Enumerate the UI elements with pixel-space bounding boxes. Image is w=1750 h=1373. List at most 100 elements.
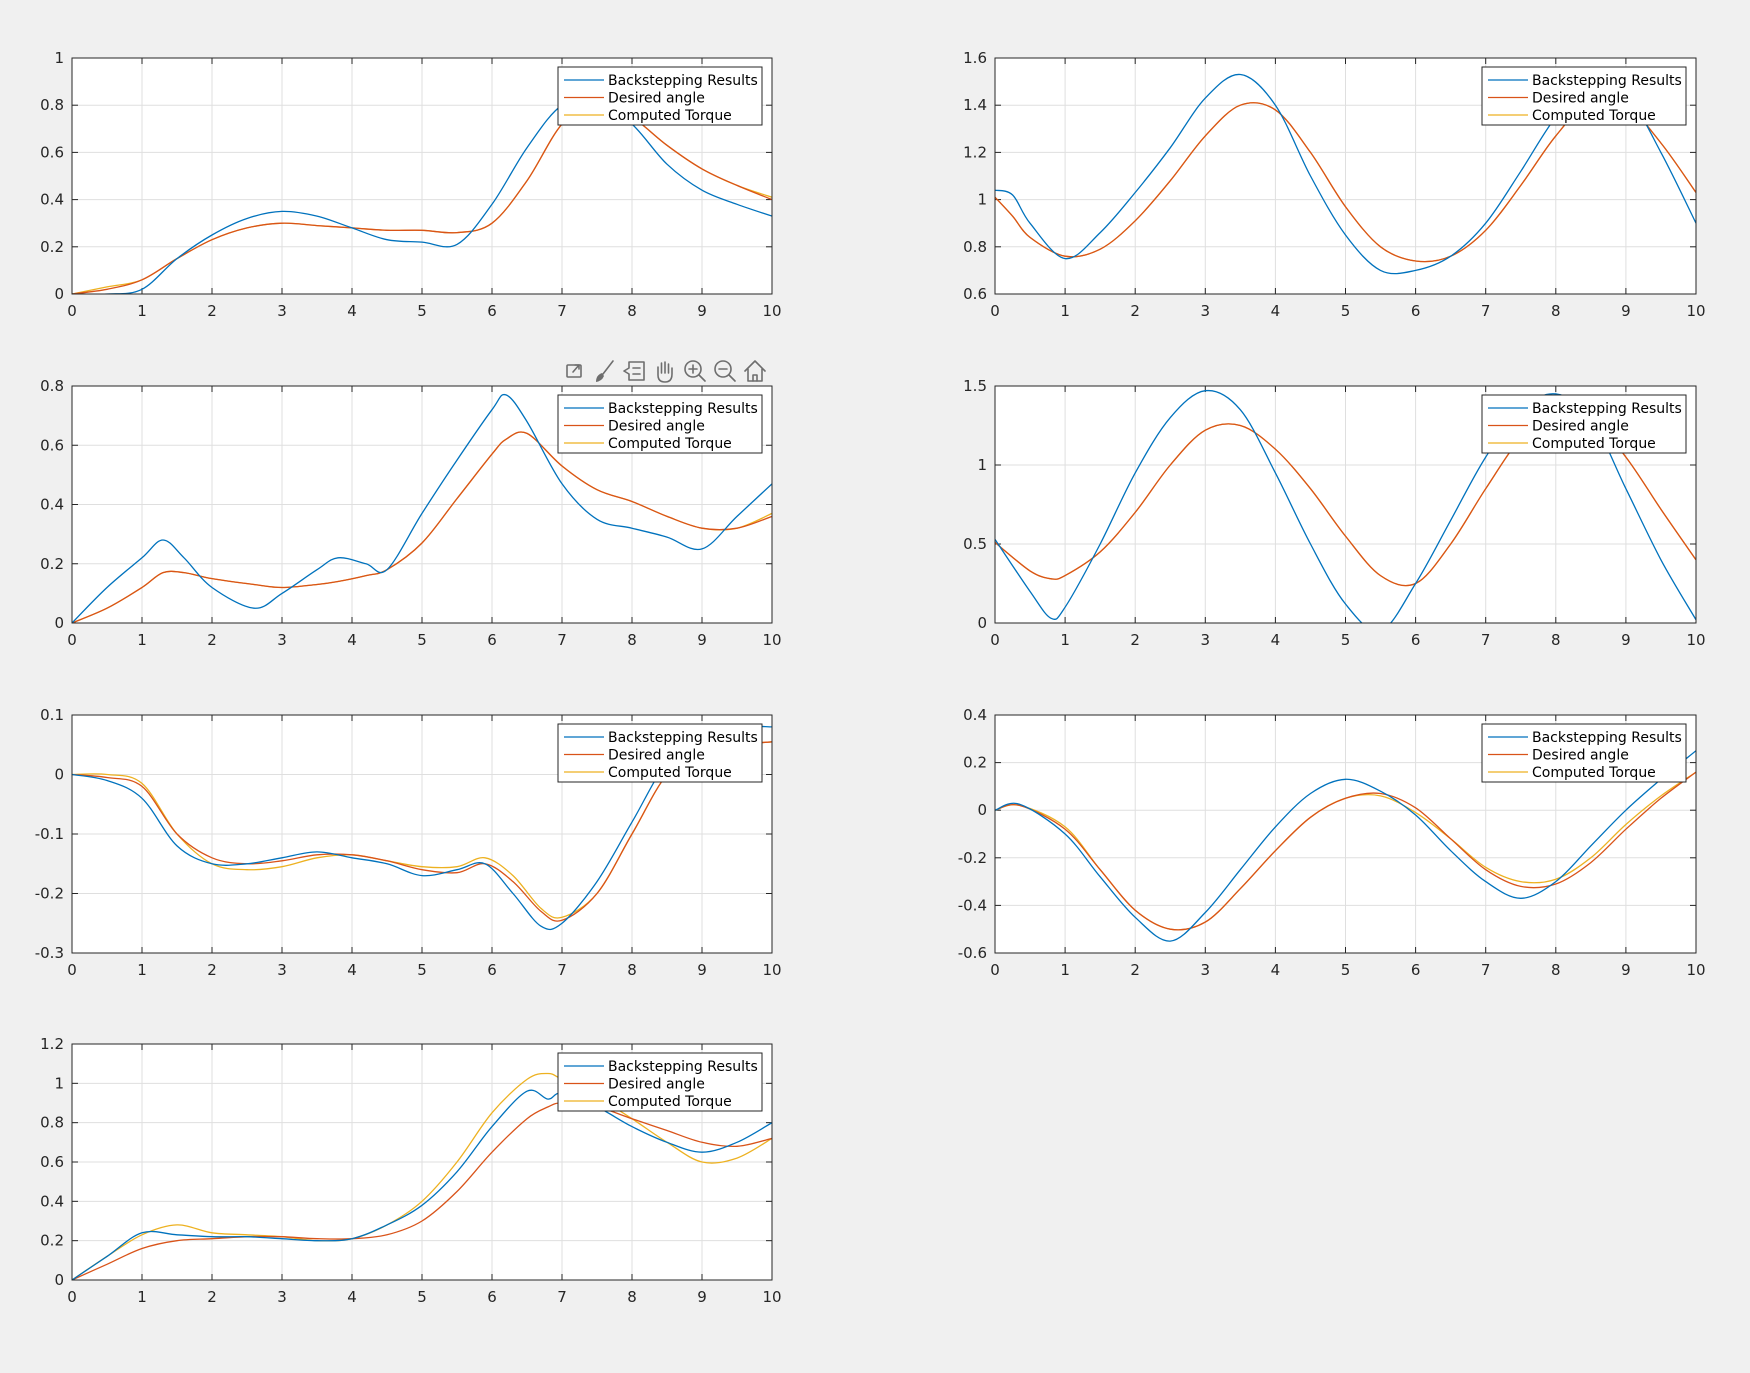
x-tick-label: 4 xyxy=(347,1288,357,1306)
x-tick-label: 4 xyxy=(1271,961,1281,979)
y-tick-label: 1.2 xyxy=(40,1035,64,1053)
y-tick-label: 1.4 xyxy=(963,96,987,114)
zoom-out-icon[interactable] xyxy=(714,360,736,382)
x-tick-label: 10 xyxy=(1686,961,1705,979)
x-tick-label: 2 xyxy=(1130,961,1140,979)
series-line-desired-angle[interactable] xyxy=(72,1102,772,1280)
legend-label: Computed Torque xyxy=(608,1094,732,1110)
series-line-backstepping-results[interactable] xyxy=(995,750,1696,942)
x-tick-label: 6 xyxy=(487,302,497,320)
y-tick-label: 0.2 xyxy=(40,555,64,573)
legend-label: Computed Torque xyxy=(608,765,732,781)
x-tick-label: 4 xyxy=(1271,302,1281,320)
legend[interactable]: Backstepping Results Desired angleCompute… xyxy=(557,394,763,454)
x-tick-label: 4 xyxy=(347,961,357,979)
y-tick-label: 1.5 xyxy=(963,377,987,395)
x-tick-label: 3 xyxy=(277,961,287,979)
subplot-1[interactable]: 0 1 2 3 4 5 6 7 8 9 10 0 0.2 0.4 0.6 0.8 1 Backstepping R… xyxy=(40,49,781,320)
x-tick-label: 9 xyxy=(1621,631,1631,649)
legend[interactable]: Backstepping Results Desired angleCompute… xyxy=(1481,723,1687,783)
subplot-2[interactable]: 0 1 2 3 4 5 6 7 8 9 10 0.6 0.8 1 1.2 1.4 1.6 Backstepping… xyxy=(963,49,1705,320)
export-icon[interactable] xyxy=(566,364,582,378)
x-tick-label: 4 xyxy=(1271,631,1281,649)
axes-frame xyxy=(994,385,1697,624)
x-tick-label: 3 xyxy=(1201,302,1211,320)
subplot-6[interactable]: 0 1 2 3 4 5 6 7 8 9 10 -0.6 -0.4 -0.2 0 0.2 0.4 Backstepp… xyxy=(958,706,1706,979)
y-tick-label: 0 xyxy=(977,614,987,632)
x-tick-label: 8 xyxy=(627,1288,637,1306)
series-line-backstepping-results[interactable] xyxy=(72,1089,772,1280)
y-tick-label: 0.8 xyxy=(40,1114,64,1132)
x-tick-label: 5 xyxy=(417,1288,427,1306)
legend-label: Desired angle xyxy=(608,419,705,435)
y-tick-label: 0.6 xyxy=(40,436,64,454)
x-tick-label: 3 xyxy=(277,302,287,320)
x-tick-label: 10 xyxy=(1686,302,1705,320)
x-tick-label: 7 xyxy=(1481,302,1491,320)
x-tick-label: 2 xyxy=(1130,631,1140,649)
x-tick-label: 3 xyxy=(1201,961,1211,979)
x-tick-label: 1 xyxy=(137,302,147,320)
subplot-3[interactable]: 0 1 2 3 4 5 6 7 8 9 10 0 0.2 0.4 0.6 0.8 Backstepping Re… xyxy=(40,377,781,649)
x-tick-label: 2 xyxy=(207,961,217,979)
y-tick-label: 0.2 xyxy=(40,1232,64,1250)
x-tick-label: 3 xyxy=(277,1288,287,1306)
y-tick-label: 1 xyxy=(977,191,987,209)
y-tick-label: 0 xyxy=(977,801,987,819)
x-tick-label: 6 xyxy=(487,961,497,979)
x-tick-label: 0 xyxy=(67,631,77,649)
series-line-backstepping-results[interactable] xyxy=(72,393,772,623)
x-tick-label: 5 xyxy=(1341,302,1351,320)
legend[interactable]: Backstepping Results Desired angleCompute… xyxy=(557,723,763,783)
series-line-backstepping-results[interactable] xyxy=(72,97,772,294)
home-icon[interactable] xyxy=(744,360,766,382)
brush-icon[interactable] xyxy=(596,360,614,382)
y-tick-label: -0.1 xyxy=(35,825,64,843)
axes-frame xyxy=(994,714,1697,954)
series-line-desired-angle[interactable] xyxy=(72,99,772,294)
x-tick-label: 5 xyxy=(417,302,427,320)
legend-label: Desired angle xyxy=(608,91,705,107)
legend[interactable]: Backstepping Results Desired angleCompute… xyxy=(1481,66,1687,126)
x-tick-label: 4 xyxy=(347,302,357,320)
x-tick-label: 1 xyxy=(137,1288,147,1306)
legend-label: Desired angle xyxy=(1532,748,1629,764)
legend[interactable]: Backstepping Results Desired angleCompute… xyxy=(557,1052,763,1112)
x-tick-label: 1 xyxy=(1060,631,1070,649)
x-tick-label: 0 xyxy=(990,961,1000,979)
y-tick-label: 1.6 xyxy=(963,49,987,67)
y-tick-label: -0.4 xyxy=(958,896,987,914)
x-tick-label: 6 xyxy=(1411,631,1421,649)
x-tick-label: 10 xyxy=(762,302,781,320)
x-tick-label: 0 xyxy=(990,302,1000,320)
legend-label: Computed Torque xyxy=(1532,436,1656,452)
pan-icon[interactable] xyxy=(657,361,673,383)
series-line-desired-angle[interactable] xyxy=(995,771,1696,931)
y-tick-label: 0.4 xyxy=(40,496,64,514)
legend-label: Backstepping Results xyxy=(1532,73,1682,89)
x-tick-label: 9 xyxy=(697,961,707,979)
x-tick-label: 2 xyxy=(207,1288,217,1306)
x-tick-label: 6 xyxy=(1411,961,1421,979)
legend-label: Desired angle xyxy=(608,748,705,764)
axes-frame xyxy=(71,385,773,624)
x-tick-label: 5 xyxy=(1341,961,1351,979)
x-tick-label: 2 xyxy=(1130,302,1140,320)
legend[interactable]: Backstepping Results Desired angleCompute… xyxy=(1481,394,1687,454)
y-tick-label: 1 xyxy=(977,456,987,474)
subplot-4[interactable]: 0 1 2 3 4 5 6 7 8 9 10 0 0.5 1 1.5 Backstepping Results… xyxy=(963,377,1705,649)
y-tick-label: 0 xyxy=(54,766,64,784)
series-line-desired-angle[interactable] xyxy=(72,431,772,623)
subplot-5[interactable]: 0 1 2 3 4 5 6 7 8 9 10 -0.3 -0.2 -0.1 0 0.1 Backstepping… xyxy=(35,706,782,979)
series-line-computed-torque[interactable] xyxy=(72,1072,772,1280)
series-line-backstepping-results[interactable] xyxy=(72,725,772,931)
x-tick-label: 7 xyxy=(557,961,567,979)
x-tick-label: 1 xyxy=(1060,961,1070,979)
zoom-in-icon[interactable] xyxy=(684,360,706,382)
y-tick-label: 0.2 xyxy=(963,754,987,772)
legend[interactable]: Backstepping Results Desired angleCompute… xyxy=(557,66,763,126)
subplot-7[interactable]: 0 1 2 3 4 5 6 7 8 9 10 0 0.2 0.4 0.6 0.8 1 1.2 Backsteppin… xyxy=(40,1035,781,1306)
y-tick-label: 0.6 xyxy=(40,1153,64,1171)
datatip-icon[interactable] xyxy=(623,361,645,381)
